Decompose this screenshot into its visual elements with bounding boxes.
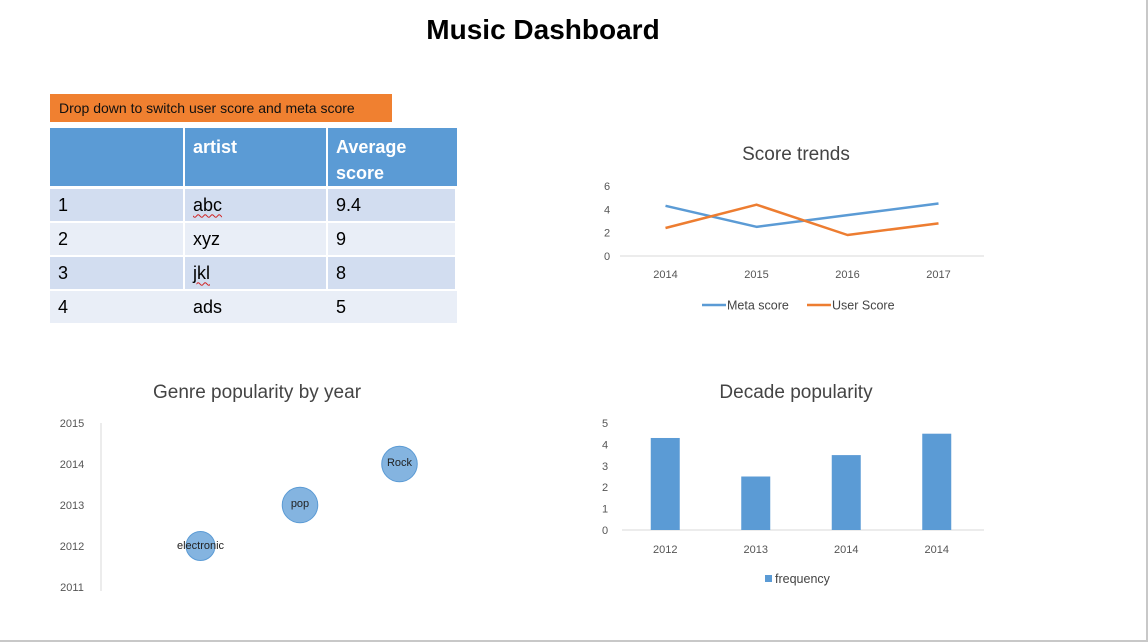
x-tick-label: 2015 — [744, 269, 768, 281]
y-tick-label: 6 — [604, 181, 610, 193]
score-cell: 5 — [328, 291, 457, 325]
header-artist: artist — [185, 128, 328, 189]
y-tick-label: 4 — [602, 439, 608, 451]
bubble-electronic — [185, 531, 216, 561]
y-tick-label: 2012 — [60, 541, 84, 553]
y-tick-label: 2011 — [60, 582, 84, 594]
y-tick-label: 2 — [602, 482, 608, 494]
table-row: 2 xyz 9 — [50, 223, 457, 257]
rank-cell: 4 — [50, 291, 185, 325]
y-tick-label: 2014 — [60, 459, 84, 471]
table-row: 4 ads 5 — [50, 291, 457, 325]
x-tick-label: 2014 — [834, 544, 858, 556]
x-tick-label: 2017 — [926, 269, 950, 281]
x-tick-label: 2013 — [744, 544, 768, 556]
y-tick-label: 0 — [604, 251, 610, 263]
score-cell: 8 — [328, 257, 457, 291]
rank-cell: 3 — [50, 257, 185, 291]
x-tick-label: 2014 — [925, 544, 949, 556]
y-tick-label: 2 — [604, 228, 610, 240]
x-tick-label: 2012 — [653, 544, 677, 556]
y-tick-label: 4 — [604, 204, 610, 216]
artist-cell: xyz — [185, 223, 328, 257]
score-cell: 9 — [328, 223, 457, 257]
rank-cell: 2 — [50, 223, 185, 257]
rank-cell: 1 — [50, 189, 185, 223]
y-tick-label: 5 — [602, 418, 608, 430]
artist-cell: jkl — [185, 257, 328, 291]
bubble-label: electronic — [177, 540, 225, 552]
header-rank — [50, 128, 185, 189]
y-tick-label: 2013 — [60, 500, 84, 512]
legend-label: User Score — [832, 299, 895, 313]
bubble-label: pop — [291, 498, 309, 510]
score-dropdown[interactable]: Drop down to switch user score and meta … — [50, 94, 392, 122]
legend-swatch — [765, 575, 772, 582]
table-row: 1 abc 9.4 — [50, 189, 457, 223]
x-tick-label: 2016 — [835, 269, 859, 281]
artist-name: jkl — [193, 262, 210, 283]
bubble-rock — [381, 445, 418, 483]
legend-label: Meta score — [727, 299, 789, 313]
bar — [922, 433, 952, 530]
header-average-score: Average score — [328, 128, 457, 189]
artist-cell: abc — [185, 189, 328, 223]
decade-popularity-title: Decade popularity — [719, 382, 873, 403]
y-tick-label: 2015 — [60, 418, 84, 430]
score-cell: 9.4 — [328, 189, 457, 223]
artist-name: abc — [193, 194, 223, 215]
artist-cell: ads — [185, 291, 328, 325]
y-tick-label: 3 — [602, 461, 608, 473]
series-line-user-score — [665, 203, 939, 237]
bar — [650, 437, 680, 530]
table-header-row: artist Average score — [50, 128, 457, 189]
score-trends-title: Score trends — [742, 144, 850, 165]
bar — [741, 476, 771, 530]
page-title: Music Dashboard — [426, 14, 660, 45]
bubble-label: Rock — [387, 457, 413, 469]
genre-popularity-title: Genre popularity by year — [152, 382, 362, 403]
series-line-meta-score — [665, 202, 939, 229]
legend-label: frequency — [775, 572, 831, 586]
y-tick-label: 1 — [602, 504, 608, 516]
bar — [831, 455, 861, 530]
x-tick-label: 2014 — [653, 269, 677, 281]
artist-score-table: artist Average score 1 abc 9.4 2 xyz 9 3… — [50, 128, 457, 325]
bubble-pop — [281, 486, 319, 524]
table-row: 3 jkl 8 — [50, 257, 457, 291]
y-tick-label: 0 — [602, 525, 608, 537]
